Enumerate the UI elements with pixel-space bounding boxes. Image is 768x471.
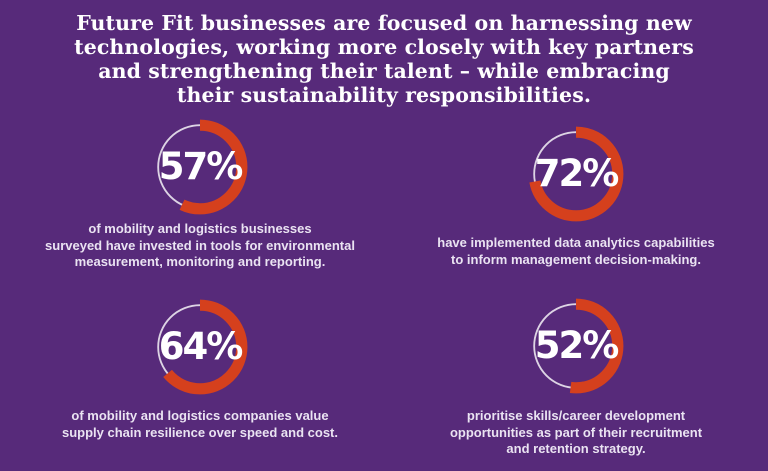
stat-card-data-analytics: 72% have implemented data analytics capa… <box>386 123 766 268</box>
stat-description: of mobility and logistics businesses sur… <box>45 221 355 269</box>
gauge-ring <box>528 126 624 222</box>
stat-card-supply-chain-resilience: 64% of mobility and logistics companies … <box>10 296 390 441</box>
stat-description: have implemented data analytics capabili… <box>437 235 715 267</box>
gauge-arc <box>528 298 624 394</box>
donut-gauge: 57% <box>149 116 251 218</box>
donut-gauge: 72% <box>525 123 627 225</box>
gauge-percent-label: 72% <box>534 151 620 195</box>
stat-description: prioritise skills/career development opp… <box>449 408 703 456</box>
gauge-arc <box>528 126 624 222</box>
gauge-arc <box>152 299 248 395</box>
gauge-ring <box>528 298 624 394</box>
stat-card-skills-development: 52% prioritise skills/career development… <box>386 295 766 458</box>
gauge-ring <box>152 299 248 395</box>
headline: Future Fit businesses are focused on har… <box>74 11 694 107</box>
gauge-percent-label: 57% <box>158 144 244 188</box>
gauge-ring <box>152 119 248 215</box>
donut-gauge: 64% <box>149 296 251 398</box>
gauge-percent-label: 52% <box>534 323 620 367</box>
stat-description: of mobility and logistics companies valu… <box>62 408 338 440</box>
gauge-arc <box>152 119 248 215</box>
stat-card-environmental-tools: 57% of mobility and logistics businesses… <box>10 116 390 271</box>
donut-gauge: 52% <box>525 295 627 397</box>
gauge-percent-label: 64% <box>158 324 244 368</box>
